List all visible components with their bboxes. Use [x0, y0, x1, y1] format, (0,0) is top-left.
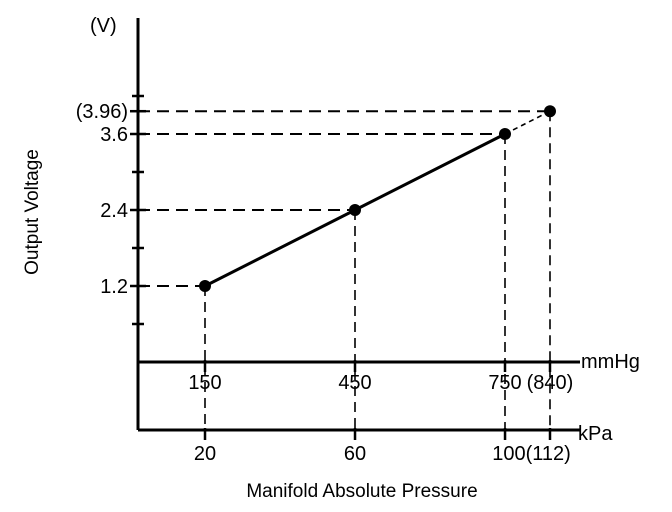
y-unit-label: (V) — [90, 15, 117, 37]
y-tick-label: 3.6 — [100, 124, 128, 146]
x-mmhg-tick-label: 450 — [338, 372, 371, 394]
data-point — [349, 204, 361, 216]
data-point — [499, 128, 511, 140]
data-series — [199, 105, 556, 292]
x-kpa-tick-label: 100(112) — [492, 443, 571, 465]
y-tick-label: (3.96) — [76, 101, 128, 123]
x-axis-title: Manifold Absolute Pressure — [246, 481, 477, 502]
x-kpa-tick-label: 20 — [194, 443, 216, 465]
guide-lines — [138, 110, 551, 430]
y-tick-label: 2.4 — [100, 200, 128, 222]
x-kpa-unit-label: kPa — [578, 423, 613, 445]
data-point — [199, 280, 211, 292]
x-mmhg-tick-label: 750 — [488, 372, 521, 394]
labels: 1.2 2.4 3.6(3.96) 150 450 750 (840) 20 60 100(112… — [22, 15, 640, 502]
extrapolated-data-point — [544, 105, 556, 118]
x-kpa-tick-label: 60 — [344, 443, 366, 465]
extrapolated-line — [504, 110, 551, 135]
x-mmhg-tick-label: (840) — [527, 372, 574, 394]
axes — [130, 18, 580, 440]
x-mmhg-tick-label: 150 — [188, 372, 221, 394]
y-axis-title: Output Voltage — [22, 149, 43, 275]
y-tick-label: 1.2 — [100, 276, 128, 298]
x-mmhg-unit-label: mmHg — [581, 351, 640, 373]
